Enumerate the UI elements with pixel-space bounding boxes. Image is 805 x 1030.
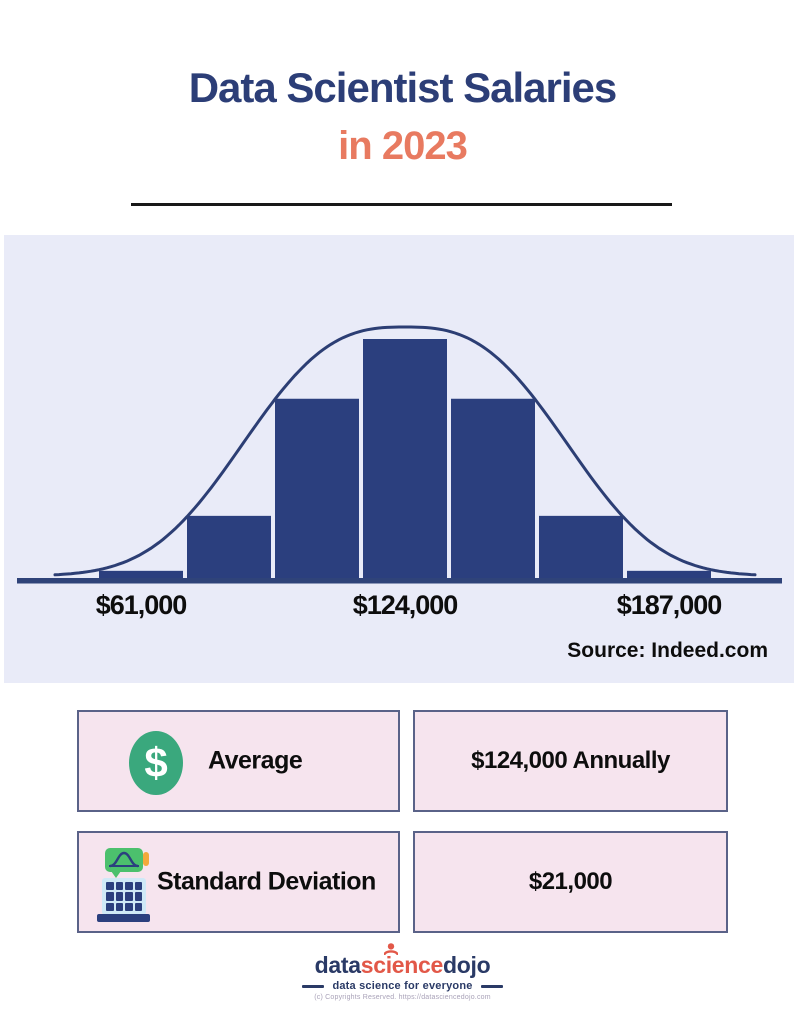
brand-dojo: dojo xyxy=(443,952,491,978)
x-tick-61000: $61,000 xyxy=(95,590,188,620)
person-icon xyxy=(383,943,398,955)
calculator-screen-tail xyxy=(111,871,121,878)
source-attribution: Source: Indeed.com xyxy=(567,639,768,662)
salary-distribution-chart: $61,000 $124,000 $187,000 Source: Indeed… xyxy=(4,235,794,683)
brand-logo: data sciencedojo xyxy=(314,943,491,978)
dollar-glyph: $ xyxy=(144,739,168,786)
calculator-keys xyxy=(102,878,146,915)
x-tick-124000: $124,000 xyxy=(352,590,459,620)
brand-science: science xyxy=(361,943,443,978)
mini-bell-curve xyxy=(109,851,139,868)
stddev-value: $21,000 xyxy=(528,868,613,895)
stddev-label-card: Standard Deviation xyxy=(77,831,400,933)
brand-tagline-row: data science for everyone xyxy=(0,980,805,992)
stddev-value-card: $21,000 xyxy=(413,831,728,933)
copyright-line: (c) Copyrights Reserved. https://datasci… xyxy=(314,994,491,1002)
calculator-bell-curve-icon xyxy=(96,848,152,922)
tagline-dash-left xyxy=(302,985,325,988)
calculator-screen xyxy=(105,848,143,872)
brand-tagline: data science for everyone xyxy=(332,980,473,993)
calculator-base xyxy=(97,914,150,922)
x-tick-187000: $187,000 xyxy=(616,590,723,620)
calculator-tab xyxy=(143,852,149,866)
stddev-label: Standard Deviation xyxy=(157,867,376,896)
dollar-icon: $ xyxy=(129,731,183,795)
average-label: Average xyxy=(208,746,303,775)
average-label-card: $ Average xyxy=(77,710,400,812)
title-divider xyxy=(131,203,672,206)
average-value-card: $124,000 Annually xyxy=(413,710,728,812)
page-title: Data Scientist Salaries xyxy=(188,64,618,111)
page-subtitle: in 2023 xyxy=(338,124,468,168)
brand-data: data xyxy=(314,952,361,978)
average-value: $124,000 Annually xyxy=(471,747,670,774)
tagline-dash-right xyxy=(480,985,503,988)
distribution-svg xyxy=(17,325,782,584)
footer-logo-block: data sciencedojo data science for everyon… xyxy=(0,943,805,1002)
